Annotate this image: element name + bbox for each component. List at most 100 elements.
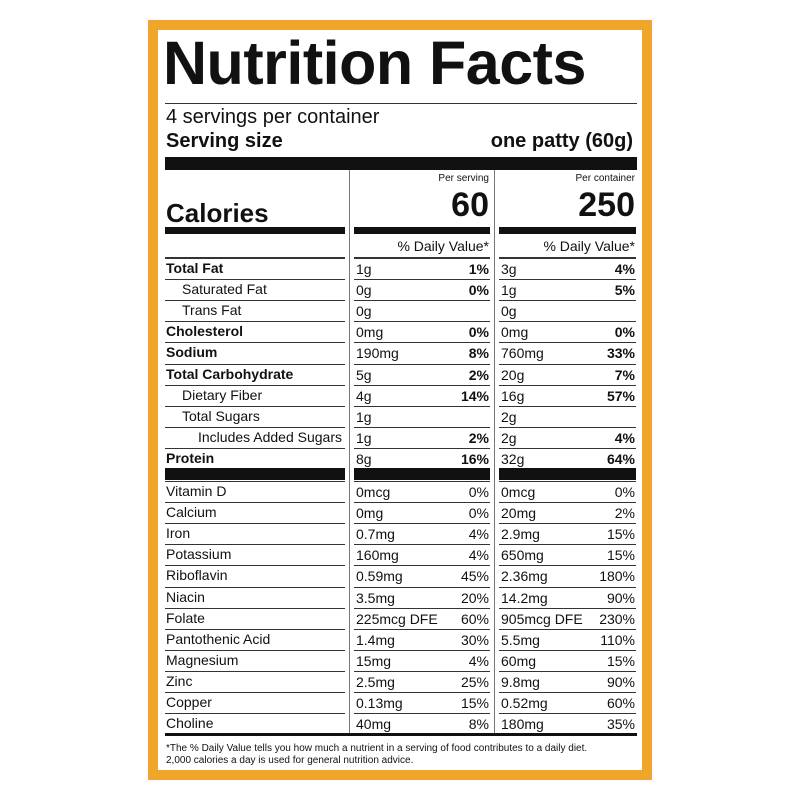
daily-value: 8%	[468, 345, 489, 362]
daily-value: 90%	[606, 673, 635, 690]
nutrient-name: Total Sugars	[182, 407, 260, 424]
dv-header: % Daily Value*	[397, 238, 489, 254]
daily-value: 2%	[614, 505, 635, 522]
daily-value: 110%	[600, 631, 635, 648]
daily-value: 1%	[468, 261, 489, 277]
amount: 0.7mg	[356, 526, 395, 543]
amount: 160mg	[356, 547, 399, 564]
nutrient-name: Trans Fat	[182, 302, 242, 319]
daily-value: 4%	[468, 526, 489, 543]
amount: 1.4mg	[356, 631, 395, 648]
row-rule	[354, 670, 490, 672]
thick-bar	[354, 468, 490, 480]
nutrient-name: Riboflavin	[166, 567, 228, 584]
daily-value: 20%	[460, 589, 489, 606]
row-rule	[354, 523, 490, 525]
row-rule	[354, 447, 490, 449]
row-rule	[354, 565, 490, 567]
rule	[165, 103, 637, 104]
column-divider	[494, 170, 495, 733]
row-rule	[165, 628, 345, 630]
daily-value: 57%	[606, 387, 635, 404]
row-rule	[499, 447, 636, 449]
daily-value: 2%	[468, 429, 489, 446]
row-rule	[165, 502, 345, 504]
daily-value: 33%	[606, 345, 635, 362]
row-rule	[499, 523, 636, 525]
row-rule	[499, 279, 636, 281]
nutrient-name: Total Carbohydrate	[166, 365, 294, 382]
nutrient-name: Pantothenic Acid	[166, 630, 271, 647]
amount: 0mg	[356, 324, 384, 341]
nutrient-name: Sodium	[166, 344, 218, 361]
daily-value: 30%	[460, 631, 489, 648]
row-rule	[165, 649, 345, 651]
row-rule	[499, 670, 636, 672]
amount: 1g	[356, 261, 372, 277]
nutrient-name: Zinc	[166, 672, 193, 689]
footnote: 2,000 calories a day is used for general…	[166, 755, 414, 766]
amount: 16g	[501, 387, 525, 404]
row-rule	[354, 628, 490, 630]
amount: 14.2mg	[501, 589, 548, 606]
daily-value: 16%	[460, 450, 489, 467]
amount: 9.8mg	[501, 673, 540, 690]
amount: 8g	[356, 450, 372, 467]
amount: 40mg	[356, 716, 392, 733]
amount: 180mg	[501, 716, 544, 733]
row-rule	[499, 481, 636, 482]
row-rule	[165, 321, 345, 323]
row-rule	[499, 426, 636, 428]
row-rule	[354, 426, 490, 428]
calories-value: 250	[578, 186, 635, 224]
row-rule	[165, 426, 345, 428]
amount: 0mcg	[501, 484, 536, 500]
column-divider	[349, 170, 350, 733]
nutrient-name: Magnesium	[166, 651, 239, 668]
row-rule	[354, 279, 490, 281]
daily-value: 15%	[460, 695, 489, 711]
row-rule	[165, 713, 345, 715]
row-rule	[499, 628, 636, 630]
amount: 20mg	[501, 505, 537, 522]
thick-bar	[165, 468, 345, 480]
row-rule	[499, 692, 636, 693]
nutrient-name: Folate	[166, 609, 205, 626]
amount: 2g	[501, 408, 517, 425]
amount: 0.13mg	[356, 695, 403, 711]
row-rule	[165, 586, 345, 588]
row-rule	[499, 405, 636, 407]
column-header: Per container	[575, 173, 635, 184]
row-rule	[165, 342, 345, 344]
nutrient-name: Choline	[166, 715, 214, 732]
daily-value: 25%	[460, 673, 489, 690]
row-rule	[354, 607, 490, 609]
daily-value: 0%	[468, 282, 489, 299]
nutrient-name: Niacin	[166, 588, 205, 605]
amount: 32g	[501, 450, 525, 467]
serving-size-label: Serving size	[166, 130, 283, 152]
amount: 650mg	[501, 547, 544, 564]
row-rule	[165, 447, 345, 449]
amount: 1g	[356, 429, 372, 446]
row-rule	[354, 586, 490, 588]
row-rule	[354, 544, 490, 546]
daily-value: 0%	[468, 505, 489, 522]
amount: 2.36mg	[501, 568, 548, 585]
amount: 225mcg DFE	[356, 610, 438, 627]
amount: 905mcg DFE	[501, 610, 583, 627]
row-rule	[165, 670, 345, 672]
servings: 4 servings per container	[166, 106, 380, 128]
daily-value: 8%	[468, 716, 489, 733]
amount: 5.5mg	[501, 631, 540, 648]
amount: 0.52mg	[501, 695, 548, 711]
row-rule	[165, 363, 345, 365]
row-rule	[165, 300, 345, 302]
nutrient-name: Dietary Fiber	[182, 386, 263, 403]
row-rule	[165, 565, 345, 567]
row-rule	[499, 607, 636, 609]
label-frame	[148, 20, 652, 780]
row-rule	[499, 713, 636, 715]
daily-value: 0%	[468, 484, 489, 500]
